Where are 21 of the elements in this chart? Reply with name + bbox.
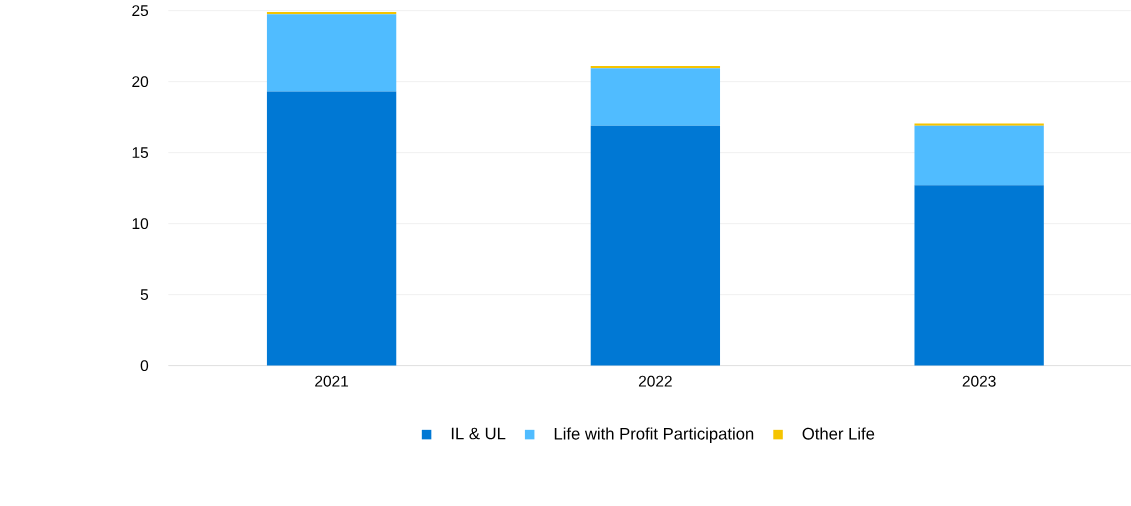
legend-label: Other Life <box>802 427 875 440</box>
y-tick-label: 0 <box>140 360 149 371</box>
x-tick-label: 2023 <box>962 375 996 387</box>
y-tick-label: 10 <box>132 218 149 229</box>
bar <box>914 185 1044 366</box>
bar <box>914 123 1044 126</box>
legend-label: Life with Profit Participation <box>554 427 754 443</box>
y-tick-label: 20 <box>132 76 149 87</box>
bar <box>266 11 397 15</box>
bar <box>266 14 397 92</box>
bar <box>914 125 1044 186</box>
x-tick-label: 2021 <box>315 375 349 387</box>
legend-label: IL & UL <box>451 427 506 440</box>
y-tick-label: 5 <box>140 289 149 300</box>
bar <box>266 91 397 366</box>
y-tick-label: 15 <box>132 147 149 158</box>
x-tick-label: 2022 <box>638 375 672 387</box>
bar <box>590 68 721 126</box>
y-tick-label: 25 <box>132 5 149 16</box>
bar <box>590 65 721 69</box>
bar <box>590 125 721 366</box>
